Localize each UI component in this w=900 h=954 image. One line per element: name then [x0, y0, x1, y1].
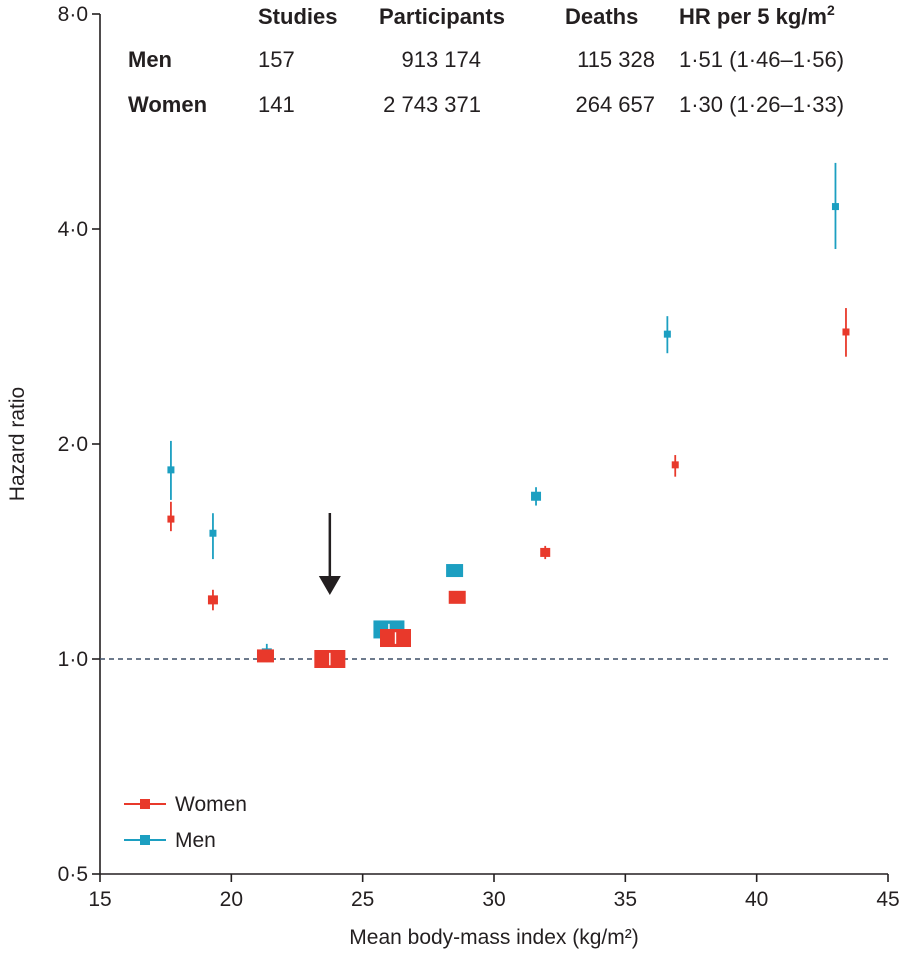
men-point — [663, 330, 671, 338]
x-tick-label: 40 — [745, 888, 768, 911]
table-row-women-label: Women — [128, 92, 207, 117]
y-tick-label: 8·0 — [58, 3, 88, 26]
table-header-hr-text: HR per 5 kg/m — [679, 4, 827, 29]
y-tick-label: 2·0 — [58, 433, 88, 456]
women-point — [256, 649, 274, 663]
women-point — [671, 461, 679, 469]
women-point — [540, 547, 551, 557]
legend-women-marker — [140, 799, 150, 809]
men-point — [167, 466, 175, 474]
table-row-women-hr: 1·30 (1·26–1·33) — [679, 92, 844, 117]
table-row-women-participants: 2 743 371 — [383, 92, 481, 117]
women-point — [842, 328, 850, 336]
table-row-men-hr: 1·51 (1·46–1·56) — [679, 47, 844, 72]
x-tick-label: 15 — [88, 888, 111, 911]
table-header-hr-superscript: 2 — [827, 2, 835, 18]
legend-men-marker — [140, 835, 150, 845]
x-tick-label: 30 — [482, 888, 505, 911]
x-axis-title: Mean body-mass index (kg/m²) — [349, 926, 638, 949]
y-tick-label: 0·5 — [58, 863, 88, 886]
men-point — [446, 564, 464, 578]
table-row-women-deaths: 264 657 — [575, 92, 655, 117]
table-header-participants: Participants — [379, 4, 505, 29]
women-point — [207, 595, 218, 605]
summary-table: Studies Participants Deaths HR per 5 kg/… — [128, 2, 844, 117]
table-header-deaths: Deaths — [565, 4, 638, 29]
men-point — [531, 491, 542, 501]
table-header-hr: HR per 5 kg/m2 — [679, 2, 835, 29]
x-tick-label: 45 — [876, 888, 899, 911]
table-row-men-deaths: 115 328 — [577, 47, 655, 72]
y-tick-label: 4·0 — [58, 218, 88, 241]
legend-men-label: Men — [175, 829, 216, 852]
men-point — [831, 203, 839, 211]
women-point — [167, 515, 175, 523]
reference-arrow-head — [318, 576, 341, 595]
x-tick-label: 35 — [614, 888, 637, 911]
table-row-men-studies: 157 — [258, 47, 295, 72]
table-row-men-participants: 913 174 — [401, 47, 481, 72]
men-point — [209, 529, 217, 537]
table-row-women-studies: 141 — [258, 92, 295, 117]
women-point — [448, 590, 466, 604]
x-tick-label: 25 — [351, 888, 374, 911]
y-tick-label: 1·0 — [58, 648, 88, 671]
y-axis-title: Hazard ratio — [6, 387, 29, 501]
x-tick-label: 20 — [220, 888, 243, 911]
legend-women-label: Women — [175, 793, 247, 816]
legend: Women Men — [124, 793, 247, 852]
table-row-men-label: Men — [128, 47, 172, 72]
table-header-studies: Studies — [258, 4, 337, 29]
